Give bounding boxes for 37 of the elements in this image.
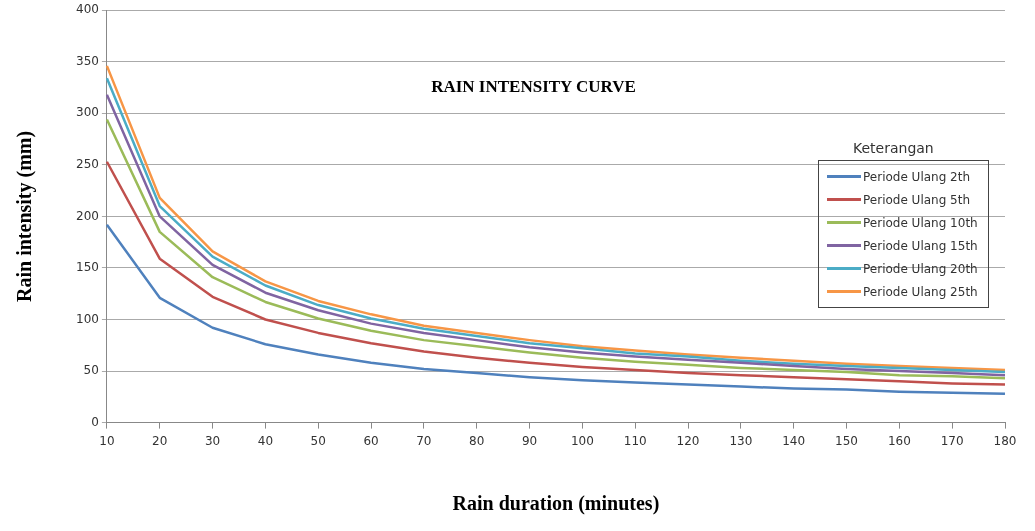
- x-tick-label: 80: [469, 433, 485, 448]
- x-tick-label: 160: [887, 433, 911, 448]
- x-tick-label: 50: [310, 433, 326, 448]
- y-tick-label: 50: [83, 363, 99, 378]
- legend-label: Periode Ulang 2th: [863, 169, 971, 184]
- y-tick-label: 400: [76, 2, 99, 17]
- y-tick-label: 0: [91, 414, 99, 429]
- x-tick-label: 60: [363, 433, 379, 448]
- x-tick-label: 100: [570, 433, 594, 448]
- x-tick-label: 40: [257, 433, 274, 448]
- y-tick-label: 150: [76, 260, 99, 275]
- legend-label: Periode Ulang 20th: [863, 261, 978, 276]
- legend-title: Keterangan: [851, 140, 935, 156]
- x-tick-label: 90: [521, 433, 538, 448]
- y-tick-label: 200: [76, 208, 99, 223]
- x-tick-label: 150: [835, 433, 858, 448]
- x-tick-label: 130: [729, 433, 753, 448]
- x-tick-label: 20: [152, 433, 168, 448]
- legend-label: Periode Ulang 25th: [863, 284, 978, 299]
- x-tick-label: 70: [416, 433, 432, 448]
- x-tick-label: 10: [99, 433, 115, 448]
- y-tick-label: 250: [76, 156, 99, 171]
- x-tick-label: 110: [623, 433, 647, 448]
- legend-label: Periode Ulang 15th: [863, 238, 978, 253]
- legend-label: Periode Ulang 5th: [863, 192, 971, 207]
- x-axis-title: Rain duration (minutes): [452, 492, 660, 516]
- x-tick-label: 180: [993, 433, 1017, 448]
- x-tick-label: 30: [204, 433, 221, 448]
- x-tick-label: 120: [676, 433, 700, 448]
- y-tick-label: 100: [76, 311, 99, 326]
- legend-label: Periode Ulang 10th: [863, 215, 978, 230]
- x-tick-label: 140: [782, 433, 806, 448]
- x-tick-label: 170: [940, 433, 964, 448]
- text: RAIN INTENSITY CURVE: [431, 76, 636, 96]
- y-tick-label: 300: [76, 105, 99, 120]
- y-axis-title: Rain intensity (mm): [13, 130, 37, 302]
- y-tick-label: 350: [76, 53, 99, 68]
